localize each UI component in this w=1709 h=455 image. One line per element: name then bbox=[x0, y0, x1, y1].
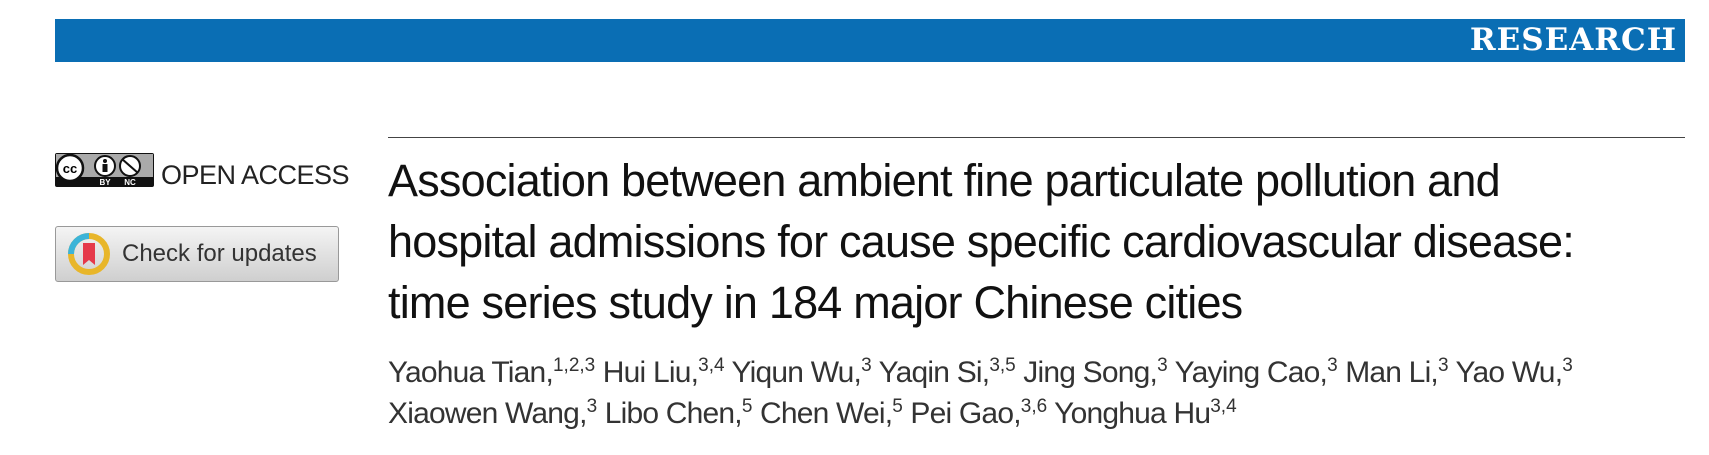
author-affiliation: 5 bbox=[741, 396, 753, 417]
author-name: Yiqun Wu, bbox=[731, 356, 862, 389]
open-access-label: OPEN ACCESS bbox=[161, 160, 350, 190]
author: Yiqun Wu,3 bbox=[732, 356, 879, 389]
author: Xiaowen Wang,3 bbox=[388, 397, 605, 430]
title-line: hospital admissions for cause specific c… bbox=[388, 216, 1575, 267]
author: Yao Wu,3 bbox=[1456, 356, 1573, 389]
title-line: time series study in 184 major Chinese c… bbox=[388, 277, 1243, 328]
author: Pei Gao,3,6 bbox=[910, 397, 1054, 430]
author-name: Pei Gao, bbox=[910, 397, 1021, 430]
author-affiliation: 3,4 bbox=[698, 355, 725, 376]
cc-glyph: cc bbox=[63, 161, 77, 176]
author-line: Yaohua Tian,1,2,3 Hui Liu,3,4 Yiqun Wu,3… bbox=[388, 352, 1573, 393]
by-body bbox=[102, 164, 108, 172]
author-name: Xiaowen Wang, bbox=[388, 397, 587, 430]
author-affiliation: 3,6 bbox=[1020, 396, 1048, 417]
author: Hui Liu,3,4 bbox=[603, 356, 732, 389]
author-affiliation: 3 bbox=[1327, 355, 1338, 376]
author-name: Yonghua Hu bbox=[1054, 397, 1211, 430]
author: Yaohua Tian,1,2,3 bbox=[388, 356, 603, 389]
license-badge: cc BY NC bbox=[55, 153, 154, 187]
cc-icon bbox=[55, 153, 85, 183]
author-affiliation: 5 bbox=[892, 396, 903, 417]
title-line: Association between ambient fine particu… bbox=[388, 155, 1501, 206]
license-icon: cc BY NC bbox=[55, 153, 153, 187]
author-name: Yaqin Si, bbox=[878, 356, 990, 389]
author-name: Yaohua Tian, bbox=[388, 356, 554, 389]
author: Yaqin Si,3,5 bbox=[879, 356, 1024, 389]
crossmark-arc bbox=[68, 233, 90, 255]
author-affiliation: 3,4 bbox=[1210, 396, 1237, 417]
author-affiliation: 1,2,3 bbox=[552, 355, 596, 376]
author-name: Yaying Cao, bbox=[1174, 356, 1328, 389]
crossmark-bookmark bbox=[83, 243, 95, 265]
divider bbox=[388, 137, 1685, 138]
section-banner: RESEARCH bbox=[55, 19, 1685, 62]
author: Man Li,3 bbox=[1345, 356, 1455, 389]
author: Chen Wei,5 bbox=[760, 397, 910, 430]
nc-slash bbox=[121, 158, 139, 174]
author-name: Man Li, bbox=[1345, 356, 1439, 389]
author-affiliation: 3 bbox=[861, 355, 872, 376]
article-title: Association between ambient fine particu… bbox=[388, 150, 1688, 333]
author-affiliation: 3 bbox=[1157, 355, 1168, 376]
crossmark-icon bbox=[68, 233, 110, 275]
author: Yonghua Hu3,4 bbox=[1054, 397, 1236, 430]
license-term: BY bbox=[99, 178, 111, 187]
author-affiliation: 3,5 bbox=[989, 355, 1016, 376]
author-list: Yaohua Tian,1,2,3 Hui Liu,3,4 Yiqun Wu,3… bbox=[388, 352, 1573, 434]
author-name: Jing Song, bbox=[1023, 356, 1158, 389]
section-label: RESEARCH bbox=[1469, 22, 1677, 58]
check-updates-button[interactable]: Check for updates bbox=[55, 226, 339, 282]
license-term: NC bbox=[124, 178, 136, 187]
author-affiliation: 3 bbox=[1562, 355, 1573, 376]
author-line: Xiaowen Wang,3 Libo Chen,5 Chen Wei,5 Pe… bbox=[388, 393, 1573, 434]
author-name: Yao Wu, bbox=[1455, 356, 1563, 389]
author: Libo Chen,5 bbox=[605, 397, 760, 430]
check-updates-label[interactable]: Check for updates bbox=[122, 240, 317, 267]
author: Jing Song,3 bbox=[1023, 356, 1174, 389]
by-head bbox=[103, 159, 107, 163]
author: Yaying Cao,3 bbox=[1175, 356, 1346, 389]
author-affiliation: 3 bbox=[1437, 355, 1449, 376]
author-name: Chen Wei, bbox=[759, 397, 893, 430]
author-affiliation: 3 bbox=[586, 396, 598, 417]
author-name: Libo Chen, bbox=[604, 397, 743, 430]
author-name: Hui Liu, bbox=[602, 356, 699, 389]
